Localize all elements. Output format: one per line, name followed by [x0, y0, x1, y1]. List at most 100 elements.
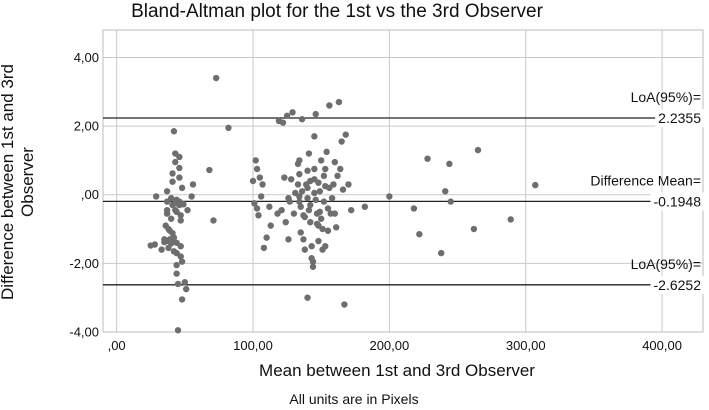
- data-point-73: [267, 222, 274, 229]
- data-point-7: [163, 188, 171, 195]
- data-point-48: [178, 184, 186, 192]
- data-point-156: [345, 181, 352, 188]
- data-point-115: [309, 258, 317, 265]
- data-point-18: [167, 215, 175, 222]
- y-tick-label-0: 4,00: [74, 50, 99, 65]
- data-point-72: [266, 203, 273, 210]
- x-tick-label-2: 200,00: [369, 338, 409, 353]
- data-point-103: [304, 167, 311, 174]
- data-point-166: [447, 198, 454, 205]
- data-point-160: [410, 205, 418, 212]
- data-point-50: [178, 296, 186, 303]
- data-point-141: [326, 102, 333, 109]
- data-point-114: [309, 263, 317, 270]
- data-point-26: [170, 234, 178, 241]
- data-point-60: [225, 124, 232, 132]
- data-point-84: [287, 176, 295, 183]
- data-point-39: [176, 164, 183, 172]
- data-point-134: [320, 198, 328, 205]
- x-tick-label-0: ,00: [108, 338, 126, 353]
- data-point-57: [206, 166, 213, 174]
- data-point-45: [177, 243, 184, 250]
- data-point-76: [278, 206, 285, 214]
- data-points: [147, 74, 539, 334]
- x-tick-label-3: 300,00: [506, 338, 546, 353]
- data-point-28: [172, 158, 179, 166]
- data-point-112: [308, 243, 315, 250]
- data-point-162: [424, 155, 431, 162]
- data-point-1: [151, 241, 159, 248]
- data-point-133: [320, 172, 328, 180]
- data-point-83: [286, 198, 294, 205]
- data-point-92: [296, 193, 303, 200]
- data-point-67: [256, 174, 264, 181]
- data-point-2: [152, 193, 160, 200]
- data-point-64: [253, 165, 261, 173]
- data-point-111: [307, 218, 314, 226]
- data-point-80: [283, 112, 291, 119]
- data-point-65: [253, 205, 261, 212]
- data-point-56: [189, 181, 197, 188]
- data-point-147: [331, 210, 339, 217]
- data-point-101: [301, 246, 309, 253]
- data-point-150: [335, 98, 343, 106]
- reference-annotations: LoA(95%)= 2.2355 Difference Mean= -0.1948 Lo…: [590, 89, 705, 294]
- chart-title: Bland-Altman plot for the 1st vs the 3rd…: [131, 1, 544, 22]
- x-tick-label-4: 400,00: [642, 338, 682, 353]
- data-point-144: [328, 194, 336, 202]
- data-point-88: [294, 181, 302, 188]
- data-point-130: [317, 215, 325, 222]
- data-point-119: [311, 189, 318, 197]
- data-point-55: [188, 193, 195, 200]
- x-axis-label: Mean between 1st and 3rd Observer: [259, 361, 535, 380]
- data-point-106: [304, 294, 311, 301]
- data-point-31: [173, 261, 180, 269]
- data-point-24: [170, 128, 178, 135]
- data-point-121: [312, 196, 319, 204]
- data-point-16: [167, 240, 175, 247]
- data-point-110: [307, 201, 314, 209]
- data-point-120: [312, 110, 319, 118]
- data-point-62: [251, 200, 258, 207]
- data-point-93: [296, 198, 303, 205]
- data-point-32: [173, 270, 180, 277]
- y-tick-label-1: 2,00: [74, 119, 99, 134]
- data-point-161: [416, 230, 423, 238]
- data-point-95: [297, 229, 304, 236]
- data-point-82: [285, 236, 292, 243]
- data-point-71: [263, 234, 270, 241]
- data-point-117: [311, 165, 318, 173]
- data-point-139: [324, 205, 332, 212]
- data-point-159: [386, 193, 393, 200]
- plot-frame: [102, 29, 704, 333]
- lower-loa-value: -2.6252: [654, 277, 702, 293]
- data-point-70: [260, 244, 268, 252]
- data-point-107: [305, 150, 313, 157]
- data-point-68: [257, 193, 265, 200]
- data-point-79: [282, 218, 289, 226]
- data-point-152: [338, 138, 345, 145]
- data-point-138: [323, 148, 330, 156]
- units-footnote: All units are in Pixels: [289, 391, 418, 407]
- data-point-49: [178, 258, 186, 265]
- data-point-108: [305, 206, 313, 214]
- data-point-137: [322, 243, 329, 250]
- data-point-158: [361, 203, 369, 210]
- y-tick-label-4: -4,00: [69, 325, 99, 340]
- data-point-97: [298, 188, 306, 195]
- data-point-131: [319, 225, 326, 233]
- mean-difference-value-bg: [650, 192, 705, 211]
- data-point-164: [442, 188, 449, 195]
- data-point-124: [315, 179, 322, 186]
- tick-labels: ,00 100,00 200,00 300,00 400,00 4,00 2,00 ,00 -2…: [69, 50, 682, 353]
- data-point-153: [339, 186, 347, 193]
- data-point-46: [177, 253, 184, 260]
- data-point-69: [259, 181, 266, 188]
- data-point-54: [184, 206, 191, 214]
- data-point-53: [182, 285, 190, 293]
- data-point-3: [158, 246, 165, 253]
- lower-loa-caption: LoA(95%)=: [631, 256, 701, 272]
- data-point-10: [163, 210, 171, 217]
- data-point-40: [176, 174, 183, 181]
